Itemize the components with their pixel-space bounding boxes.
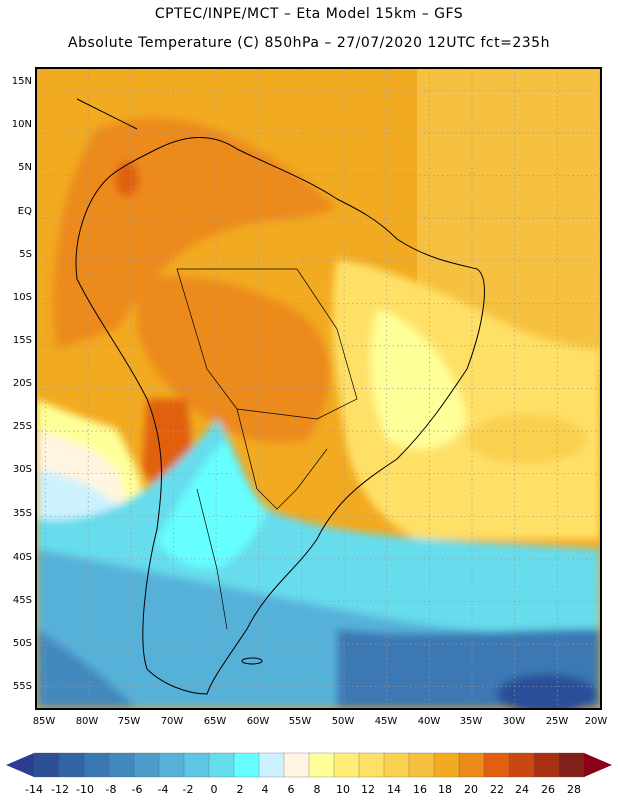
lat-label-20s: 20S [12, 378, 32, 389]
colorbar-label: 8 [313, 783, 321, 796]
lon-label-60w: 60W [246, 716, 270, 727]
colorbar-label: 22 [490, 783, 504, 796]
lon-label-50w: 50W [331, 716, 355, 727]
shade-coldest [497, 674, 597, 708]
title-model: CPTEC/INPE/MCT – Eta Model 15km – GFS [154, 6, 464, 22]
colorbar-label: 4 [261, 783, 269, 796]
lat-label-15n: 15N [11, 76, 32, 87]
colorbar-cell [208, 752, 235, 778]
lon-label-25w: 25W [545, 716, 569, 727]
falkland-islands [241, 657, 263, 665]
colorbar-cell [33, 752, 60, 778]
lat-label-45s: 45S [12, 595, 32, 606]
lat-label-25s: 25S [12, 421, 32, 432]
colorbar-cell [508, 752, 535, 778]
colorbar-label: 14 [387, 783, 401, 796]
lon-label-75w: 75W [117, 716, 141, 727]
colorbar-cell [233, 752, 260, 778]
title-field: Absolute Temperature (C) 850hPa – 27/07/… [68, 35, 550, 51]
lat-label-10s: 10S [12, 292, 32, 303]
border-brazil-west [176, 268, 358, 420]
lat-label-5n: 5N [18, 162, 32, 173]
colorbar-cell [358, 752, 385, 778]
colorbar-cell [258, 752, 285, 778]
colorbar-label: 16 [413, 783, 427, 796]
lon-label-35w: 35W [459, 716, 483, 727]
colorbar-label: -10 [76, 783, 94, 796]
colorbar-label: 6 [287, 783, 295, 796]
colorbar-label: 0 [210, 783, 218, 796]
lon-label-45w: 45W [374, 716, 398, 727]
colorbar-cell [458, 752, 485, 778]
colorbar-label: -12 [51, 783, 69, 796]
colorbar-cell [133, 752, 160, 778]
lat-label-5s: 5S [19, 249, 32, 260]
colorbar-under-triangle [6, 753, 34, 777]
lat-label-15s: 15S [12, 335, 32, 346]
lat-label-30s: 30S [12, 464, 32, 475]
shade-cyan-argentina [157, 439, 267, 569]
colorbar-cell [108, 752, 135, 778]
lat-label-35s: 35S [12, 508, 32, 519]
colorbar-cell [483, 752, 510, 778]
colorbar-label: -2 [182, 783, 194, 796]
colorbar [6, 752, 612, 778]
lat-label-55s: 55S [12, 681, 32, 692]
lon-label-85w: 85W [32, 716, 56, 727]
colorbar-label: 10 [336, 783, 350, 796]
colorbar-cell [83, 752, 110, 778]
lon-label-80w: 80W [75, 716, 99, 727]
lon-label-55w: 55W [288, 716, 312, 727]
lat-label-50s: 50S [12, 638, 32, 649]
lat-label-40s: 40S [12, 552, 32, 563]
colorbar-cell [383, 752, 410, 778]
colorbar-cell [408, 752, 435, 778]
colorbar-cell [308, 752, 335, 778]
border-paraguay [236, 408, 328, 510]
lon-label-70w: 70W [160, 716, 184, 727]
colorbar-cell [58, 752, 85, 778]
shade-pale-east [370, 309, 467, 450]
graticule [37, 69, 600, 708]
lon-label-40w: 40W [417, 716, 441, 727]
colorbar-label: 2 [236, 783, 244, 796]
border-chile-argentina [196, 488, 228, 630]
lon-label-30w: 30W [502, 716, 526, 727]
colorbar-cell [333, 752, 360, 778]
coastlines [75, 98, 485, 695]
colorbar-cell [433, 752, 460, 778]
map-plot-area [35, 67, 602, 710]
colorbar-cell [533, 752, 560, 778]
lat-label-eq: EQ [17, 206, 32, 217]
colorbar-label: -4 [157, 783, 169, 796]
lon-label-20w: 20W [584, 716, 608, 727]
shade-hot-venezuela [115, 161, 139, 197]
colorbar-label: -8 [105, 783, 117, 796]
colorbar-cell [183, 752, 210, 778]
colorbar-label: -14 [25, 783, 43, 796]
colorbar-label: 12 [361, 783, 375, 796]
colorbar-cell [158, 752, 185, 778]
coast-central-america [76, 98, 138, 130]
colorbar-label: -6 [131, 783, 143, 796]
temperature-map [37, 69, 600, 708]
colorbar-over-triangle [584, 753, 612, 777]
coast-south-america [75, 136, 485, 695]
colorbar-cell [283, 752, 310, 778]
shade-cold-pacific-south [37, 629, 137, 708]
colorbar-cell [558, 752, 585, 778]
lat-label-10n: 10N [11, 119, 32, 130]
lon-label-65w: 65W [203, 716, 227, 727]
colorbar-label: 24 [515, 783, 529, 796]
colorbar-label: 18 [438, 783, 452, 796]
colorbar-label: 28 [567, 783, 581, 796]
shade-warm-patch [467, 414, 587, 464]
colorbar-label: 26 [541, 783, 555, 796]
colorbar-label: 20 [464, 783, 478, 796]
